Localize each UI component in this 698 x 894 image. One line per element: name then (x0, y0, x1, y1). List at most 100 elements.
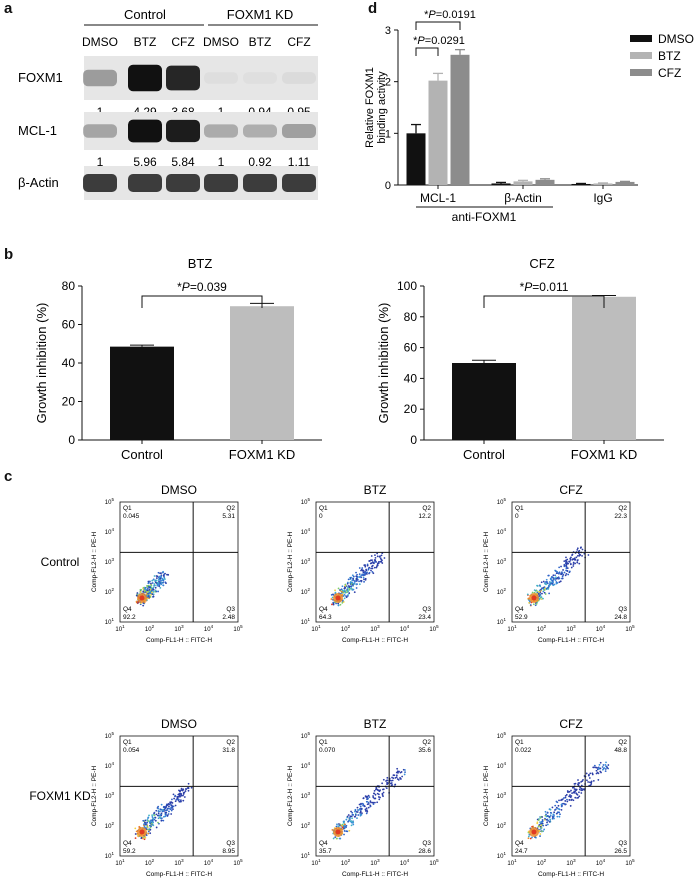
event-point (386, 776, 389, 779)
event-point (601, 768, 604, 771)
x-tick-label: 103 (370, 624, 380, 633)
event-point (350, 824, 353, 827)
event-point (560, 799, 562, 802)
quadrant-name: Q4 (319, 840, 328, 847)
y-tick-label: 20 (404, 402, 418, 416)
event-point (341, 601, 344, 604)
x-tick-label: 102 (145, 858, 155, 867)
event-point (372, 572, 375, 575)
event-point (578, 562, 581, 565)
event-point (154, 819, 157, 822)
event-point (363, 805, 366, 808)
event-point (353, 582, 356, 584)
quadrant-value: 92.2 (123, 614, 136, 621)
event-point (149, 826, 152, 829)
blot-band (282, 124, 316, 138)
event-point (349, 815, 352, 818)
event-point (347, 578, 350, 581)
event-point (348, 589, 351, 591)
event-point (346, 595, 349, 597)
event-point (544, 817, 546, 820)
tick-exponent: 1 (514, 624, 517, 629)
event-point (543, 591, 546, 594)
protein-label: β-Actin (18, 175, 59, 190)
y-axis-label-line: Relative FOXM1 (364, 67, 376, 148)
event-point (544, 593, 547, 595)
event-point (379, 796, 381, 799)
event-point (537, 825, 540, 828)
event-point (365, 800, 368, 803)
event-point (553, 811, 556, 814)
event-point (344, 583, 347, 586)
event-point (161, 579, 163, 582)
event-point (172, 808, 174, 811)
event-point (368, 571, 371, 574)
event-point (351, 579, 354, 582)
event-point (157, 807, 160, 810)
event-point (554, 579, 557, 582)
chart-b-cfz: 0 20 40 60 80 100 Growth inhibition (%) CFZ Cont… (376, 256, 664, 462)
event-point (375, 566, 378, 569)
event-point (548, 592, 551, 595)
event-point (367, 803, 370, 805)
tick-exponent: 5 (632, 624, 635, 629)
event-point (368, 796, 371, 799)
event-point (555, 577, 558, 580)
event-point (177, 798, 180, 801)
density-peak (531, 595, 537, 601)
event-point (557, 807, 559, 810)
event-point (536, 822, 539, 825)
event-point (365, 807, 368, 810)
tick-exponent: 4 (111, 761, 114, 766)
event-point (533, 589, 536, 592)
event-point (391, 776, 393, 779)
event-point (351, 813, 354, 816)
event-point (154, 586, 157, 589)
sig-star: * (424, 9, 429, 21)
tick-exponent: 2 (152, 624, 155, 629)
event-point (555, 812, 558, 815)
event-point (361, 812, 363, 815)
event-point (134, 833, 137, 835)
event-point (373, 566, 376, 569)
event-point (556, 582, 559, 584)
event-point (148, 814, 150, 817)
event-point (343, 830, 346, 832)
event-point (559, 580, 562, 583)
event-point (569, 794, 571, 796)
x-tick-label: FOXM1 KD (571, 447, 637, 462)
event-point (538, 590, 541, 593)
event-point (374, 560, 376, 563)
chart-d-binding-activity: 0 1 2 3 Relative FOXM1binding activity MCL-1 β… (364, 9, 694, 224)
y-tick-label: 0 (385, 180, 391, 192)
event-point (179, 799, 182, 802)
event-point (368, 560, 371, 562)
western-blot: Control FOXM1 KD DMSO BTZ CFZ DMSO BTZ CFZ FOXM1… (18, 7, 318, 200)
event-point (151, 582, 154, 584)
event-point (371, 801, 374, 804)
event-point (159, 810, 161, 813)
tick-exponent: 1 (307, 851, 310, 856)
event-point (543, 828, 546, 831)
event-point (572, 799, 575, 802)
event-point (151, 593, 154, 596)
event-point (370, 567, 372, 570)
event-point (393, 774, 396, 777)
event-point (351, 588, 354, 591)
event-point (372, 796, 375, 799)
event-point (139, 590, 142, 593)
y-tick-label: 105 (105, 731, 115, 740)
event-point (546, 821, 548, 824)
event-point (379, 560, 382, 563)
quadrant-name: Q4 (515, 606, 524, 613)
event-point (140, 837, 143, 840)
event-point (155, 579, 158, 582)
event-point (364, 571, 366, 574)
tick-exponent: 5 (240, 858, 243, 863)
event-point (162, 570, 165, 573)
event-point (348, 829, 351, 832)
event-point (184, 790, 187, 792)
tick-exponent: 3 (503, 791, 506, 796)
